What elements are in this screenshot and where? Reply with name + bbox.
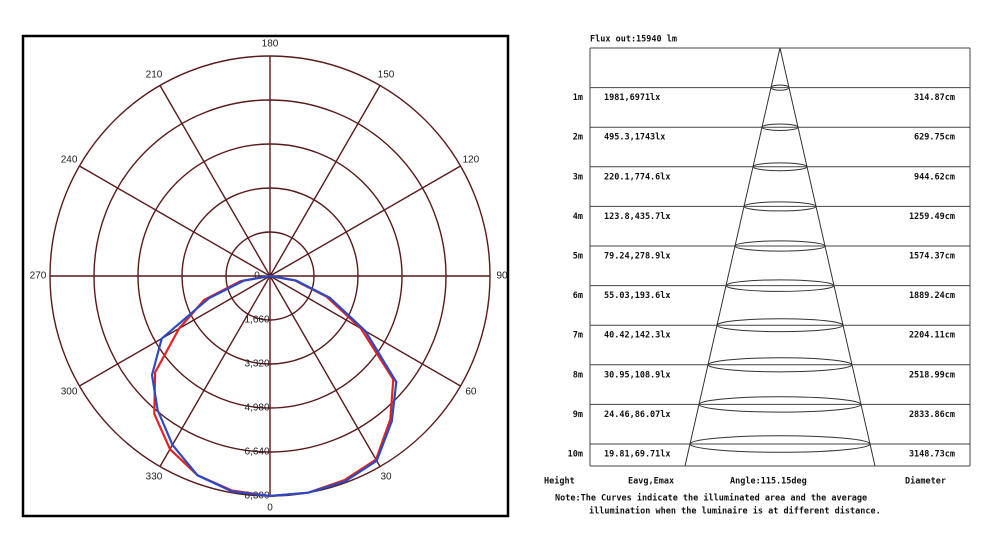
row-height: 7m bbox=[573, 331, 583, 341]
row-diameter: 944.62cm bbox=[914, 172, 955, 182]
light-ellipse bbox=[707, 357, 853, 373]
grid-spoke bbox=[79, 165, 271, 277]
cone-edge bbox=[684, 47, 781, 467]
footer-diameter: Diameter bbox=[905, 476, 946, 487]
grid-spoke bbox=[269, 275, 381, 467]
row-illuminance: 220.1,774.6lx bbox=[604, 172, 671, 182]
light-ellipse bbox=[752, 162, 808, 172]
angle-label: 270 bbox=[30, 271, 47, 282]
angle-label: 30 bbox=[380, 472, 392, 483]
row-height: 3m bbox=[573, 172, 583, 182]
row-diameter: 2204.11cm bbox=[909, 331, 955, 341]
row-height: 6m bbox=[573, 291, 583, 301]
row-diameter: 2833.86cm bbox=[909, 410, 955, 420]
light-ellipse bbox=[743, 201, 817, 212]
footer-height: Height bbox=[544, 476, 575, 487]
row-diameter: 1889.24cm bbox=[909, 291, 955, 301]
row-illuminance: 123.8,435.7lx bbox=[604, 212, 671, 222]
angle-label: 240 bbox=[61, 155, 78, 166]
row-height: 9m bbox=[573, 410, 583, 420]
row-illuminance: 79.24,278.9lx bbox=[604, 252, 671, 262]
row-height: 4m bbox=[573, 212, 583, 222]
grid-spoke bbox=[269, 165, 461, 277]
angle-label: 60 bbox=[465, 387, 477, 398]
angle-label: 300 bbox=[61, 387, 78, 398]
row-illuminance: 495.3,1743lx bbox=[604, 133, 665, 143]
row-height: 10m bbox=[568, 450, 583, 460]
footer-illuminance: Eavg,Emax bbox=[628, 477, 674, 487]
light-ellipse bbox=[734, 240, 826, 252]
row-diameter: 1259.49cm bbox=[909, 212, 955, 222]
angle-label: 180 bbox=[262, 39, 279, 50]
grid-spoke bbox=[159, 85, 271, 277]
angle-label: 150 bbox=[378, 70, 395, 81]
intensity-curve bbox=[150, 274, 398, 498]
light-ellipse bbox=[716, 318, 844, 333]
grid-spoke bbox=[269, 85, 381, 277]
radial-tick-label: 4,980 bbox=[244, 403, 269, 414]
light-ellipse bbox=[698, 396, 862, 413]
intensity-curve bbox=[153, 274, 395, 498]
row-diameter: 1574.37cm bbox=[909, 252, 955, 262]
polar-frame bbox=[21, 34, 510, 518]
flux-title: Flux out:15940 lm bbox=[590, 35, 677, 45]
row-illuminance: 55.03,193.6lx bbox=[604, 291, 671, 301]
row-height: 5m bbox=[573, 252, 583, 262]
row-diameter: 314.87cm bbox=[914, 93, 955, 103]
radial-tick-label: 8,300 bbox=[244, 491, 269, 502]
radial-tick-label: 3,320 bbox=[244, 359, 269, 370]
note-line: Note:The Curves indicate the illuminated… bbox=[555, 493, 867, 504]
light-ellipse bbox=[689, 435, 871, 453]
grid-spoke bbox=[79, 275, 271, 387]
light-ellipse bbox=[770, 84, 790, 91]
light-ellipse bbox=[725, 279, 835, 292]
row-illuminance: 30.95,108.9lx bbox=[604, 370, 671, 380]
note-line: illumination when the luminaire is at di… bbox=[589, 506, 881, 517]
angle-label: 210 bbox=[146, 70, 163, 81]
row-height: 1m bbox=[573, 93, 583, 103]
row-illuminance: 1981,6971lx bbox=[604, 93, 660, 103]
row-height: 2m bbox=[573, 133, 583, 143]
radial-tick-label: 6,640 bbox=[244, 447, 269, 458]
cone-edge bbox=[779, 47, 876, 467]
row-diameter: 3148.73cm bbox=[909, 450, 955, 460]
row-diameter: 2518.99cm bbox=[909, 370, 955, 380]
radial-tick-label: 1,660 bbox=[244, 315, 269, 326]
light-ellipse bbox=[761, 123, 799, 131]
angle-label: 330 bbox=[146, 472, 163, 483]
row-illuminance: 40.42,142.3lx bbox=[604, 331, 671, 341]
row-diameter: 629.75cm bbox=[914, 133, 955, 143]
row-illuminance: 19.81,69.71lx bbox=[604, 450, 671, 460]
angle-label: 0 bbox=[267, 503, 273, 514]
radial-tick-label: 0 bbox=[254, 271, 260, 282]
angle-label: 90 bbox=[496, 271, 508, 282]
angle-label: 120 bbox=[463, 155, 480, 166]
grid-spoke bbox=[159, 275, 271, 467]
row-height: 8m bbox=[573, 370, 583, 380]
row-illuminance: 24.46,86.07lx bbox=[604, 410, 671, 420]
footer-angle: Angle:115.15deg bbox=[730, 477, 807, 487]
